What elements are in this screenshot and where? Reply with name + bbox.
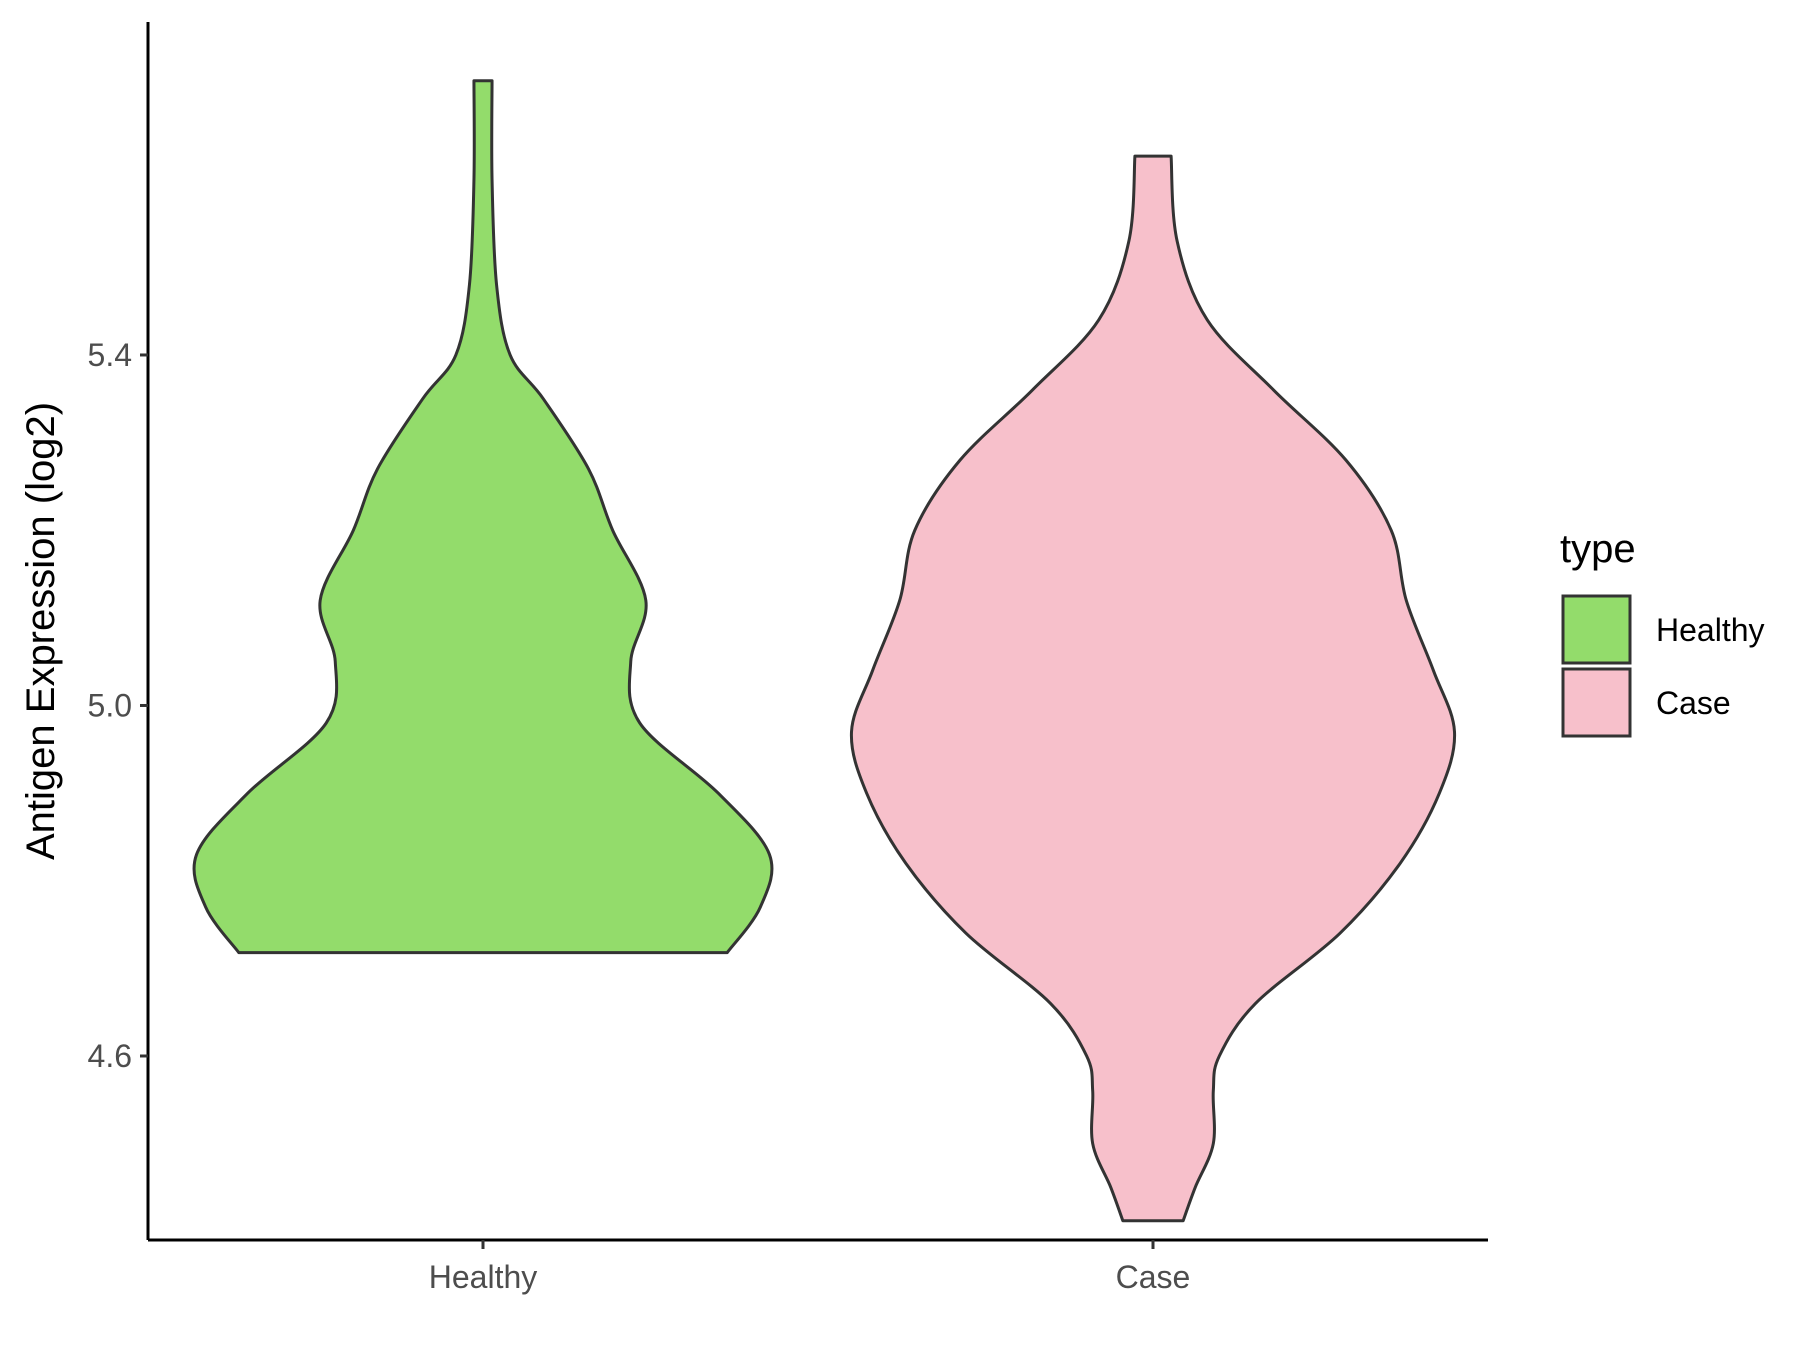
y-axis-title: Antigen Expression (log2): [19, 402, 63, 860]
legend: type Healthy Case: [1560, 527, 1765, 738]
plot-panel: 4.6 5.0 5.4 Healthy Case: [88, 22, 1488, 1295]
legend-items: Healthy Case: [1561, 594, 1765, 738]
y-tick-label: 5.4: [88, 337, 132, 373]
x-tick-label: Case: [1116, 1259, 1191, 1295]
violin-case: [849, 154, 1457, 1223]
y-ticks: 4.6 5.0 5.4: [88, 337, 148, 1074]
legend-label-case: Case: [1656, 685, 1731, 721]
legend-label-healthy: Healthy: [1656, 612, 1765, 648]
y-tick-label: 4.6: [88, 1038, 132, 1074]
violin-healthy: [192, 79, 774, 955]
x-ticks: Healthy Case: [429, 1240, 1191, 1295]
legend-title: type: [1560, 527, 1636, 571]
legend-key-case: [1561, 667, 1632, 738]
violins: [192, 79, 1457, 1223]
y-tick-label: 5.0: [88, 687, 132, 723]
x-tick-label: Healthy: [429, 1259, 538, 1295]
legend-key-healthy: [1561, 594, 1632, 665]
